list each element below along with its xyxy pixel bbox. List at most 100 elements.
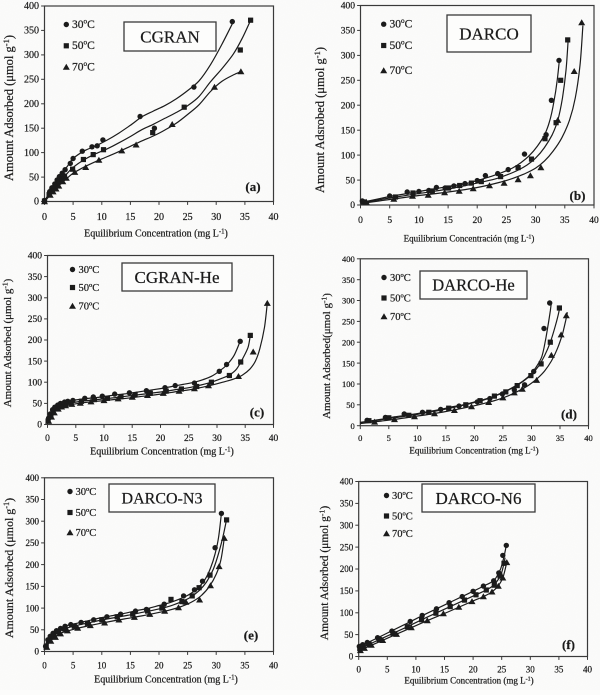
svg-text:35: 35 [554,665,564,675]
svg-text:350: 350 [24,26,39,37]
svg-text:350: 350 [340,499,354,509]
svg-text:150: 150 [341,126,356,136]
svg-text:5: 5 [387,216,392,226]
svg-text:300: 300 [24,50,39,61]
svg-text:10: 10 [411,665,421,675]
svg-text:Equilibrium Concentration (mg: Equilibrium Concentration (mg L-1) [404,676,533,686]
svg-text:200: 200 [26,560,40,570]
svg-text:(d): (d) [561,407,577,422]
svg-text:35: 35 [240,434,250,444]
svg-text:50: 50 [33,400,43,410]
svg-text:10: 10 [97,212,107,223]
svg-text:70ºC: 70ºC [79,301,100,312]
svg-text:350: 350 [28,273,43,283]
svg-text:30ºC: 30ºC [79,265,100,276]
svg-text:Equilibrium Concentration (mg: Equilibrium Concentration (mg L-1) [84,228,228,239]
svg-text:70ºC: 70ºC [76,528,97,539]
svg-text:Amount Adsorbed(μmol g-1): Amount Adsorbed(μmol g-1) [320,293,334,419]
svg-text:25: 25 [499,433,508,443]
svg-text:400: 400 [28,252,43,262]
svg-text:DARCO-N6: DARCO-N6 [436,489,522,508]
svg-text:15: 15 [127,434,137,444]
svg-text:30: 30 [526,665,536,675]
svg-text:5: 5 [385,665,390,675]
svg-text:200: 200 [341,102,356,112]
svg-text:150: 150 [340,586,354,596]
svg-text:(b): (b) [570,188,586,203]
svg-text:0: 0 [356,665,361,675]
svg-text:5: 5 [387,433,391,443]
svg-text:10: 10 [414,216,424,226]
svg-text:150: 150 [24,123,39,134]
svg-text:40: 40 [269,434,279,444]
svg-text:(a): (a) [245,179,260,194]
svg-text:0: 0 [358,216,363,226]
svg-text:CGRAN: CGRAN [140,27,200,46]
svg-text:350: 350 [341,27,356,37]
svg-text:30: 30 [527,433,536,443]
svg-text:200: 200 [342,337,355,347]
svg-text:5: 5 [73,434,78,444]
svg-text:Equilibrium Concentration (mg: Equilibrium Concentration (mg L-1) [90,446,234,457]
svg-text:50ºC: 50ºC [79,283,100,294]
svg-text:400: 400 [26,473,40,483]
svg-text:50ºC: 50ºC [72,40,95,52]
svg-text:50ºC: 50ºC [392,511,413,522]
svg-text:70ºC: 70ºC [392,529,413,540]
svg-text:250: 250 [28,315,43,325]
svg-text:0: 0 [37,421,42,431]
svg-text:50: 50 [30,625,40,635]
svg-text:30: 30 [212,661,222,671]
svg-text:0: 0 [349,652,354,662]
svg-text:30ºC: 30ºC [76,487,97,498]
svg-text:(e): (e) [244,628,258,643]
svg-text:400: 400 [341,2,356,12]
svg-text:20: 20 [155,661,165,671]
svg-text:200: 200 [24,99,39,110]
svg-text:CGRAN-He: CGRAN-He [135,268,220,287]
svg-text:0: 0 [35,647,40,657]
svg-text:100: 100 [340,608,354,618]
svg-text:40: 40 [583,665,593,675]
svg-text:35: 35 [556,433,565,443]
svg-text:0: 0 [358,433,362,443]
svg-text:15: 15 [443,216,453,226]
svg-text:30ºC: 30ºC [392,491,413,502]
svg-text:400: 400 [342,254,355,264]
svg-text:DARCO-He: DARCO-He [432,276,515,295]
svg-text:70ºC: 70ºC [390,65,413,77]
svg-text:0: 0 [42,661,47,671]
svg-text:30: 30 [211,212,221,223]
svg-text:300: 300 [340,521,354,531]
svg-text:DARCO: DARCO [459,24,519,43]
svg-text:150: 150 [28,357,43,367]
svg-text:250: 250 [340,542,354,552]
svg-text:250: 250 [26,538,40,548]
svg-text:10: 10 [99,434,109,444]
svg-text:200: 200 [340,564,354,574]
svg-text:70ºC: 70ºC [390,312,411,323]
svg-text:30: 30 [212,434,222,444]
svg-text:70ºC: 70ºC [72,61,95,73]
svg-text:Amount Adsorbed (μmol g-1): Amount Adsorbed (μmol g-1) [1,35,16,181]
svg-text:350: 350 [342,275,355,285]
svg-text:30ºC: 30ºC [390,273,411,284]
svg-text:100: 100 [342,379,355,389]
svg-text:(c): (c) [250,405,264,420]
svg-text:5: 5 [71,212,76,223]
svg-text:0: 0 [34,197,39,208]
svg-text:40: 40 [269,661,279,671]
svg-text:DARCO-N3: DARCO-N3 [122,490,203,507]
svg-text:15: 15 [442,433,451,443]
svg-text:35: 35 [560,216,570,226]
svg-text:200: 200 [28,336,43,346]
svg-text:15: 15 [125,212,135,223]
svg-text:Equilibrium Concentration (mg: Equilibrium Concentration (mg L-1) [94,674,238,685]
svg-text:35: 35 [240,212,250,223]
svg-text:Amount Adsorbed (μmol g-1): Amount Adsorbed (μmol g-1) [1,278,15,407]
svg-text:15: 15 [440,665,450,675]
svg-text:50: 50 [344,630,354,640]
svg-text:400: 400 [24,1,39,12]
svg-text:20: 20 [154,212,164,223]
svg-text:Equilibrium Concentration (mg: Equilibrium Concentration (mg L-1) [409,446,538,456]
